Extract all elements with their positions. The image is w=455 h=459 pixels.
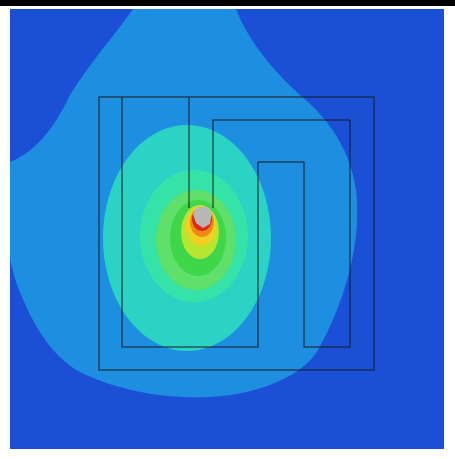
geometry-outline [98,96,375,371]
peak-region [193,206,212,228]
top-frame-bar [0,0,455,6]
serpentine-trace [121,97,351,348]
outer-boundary [98,96,375,371]
